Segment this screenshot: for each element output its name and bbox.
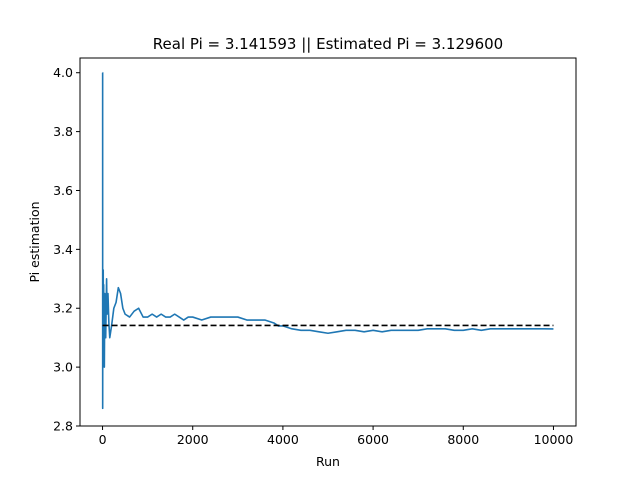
y-axis-label: Pi estimation [27, 201, 42, 282]
y-tick-label: 3.4 [53, 242, 73, 257]
x-tick-label: 10000 [534, 432, 574, 447]
y-tick-label: 3.8 [53, 124, 73, 139]
chart-title: Real Pi = 3.141593 || Estimated Pi = 3.1… [153, 35, 503, 53]
y-tick-label: 3.6 [53, 183, 73, 198]
y-tick-label: 2.8 [53, 419, 73, 434]
x-tick-label: 8000 [447, 432, 479, 447]
x-tick-label: 6000 [357, 432, 389, 447]
y-tick-label: 3.2 [53, 301, 73, 316]
x-tick-label: 4000 [267, 432, 299, 447]
x-tick-label: 0 [99, 432, 107, 447]
y-tick-label: 3.0 [53, 360, 73, 375]
x-axis-label: Run [316, 454, 340, 469]
axes-frame [79, 57, 577, 427]
y-tick-label: 4.0 [53, 65, 73, 80]
pi-estimate-line [101, 71, 554, 410]
x-tick-label: 2000 [177, 432, 209, 447]
